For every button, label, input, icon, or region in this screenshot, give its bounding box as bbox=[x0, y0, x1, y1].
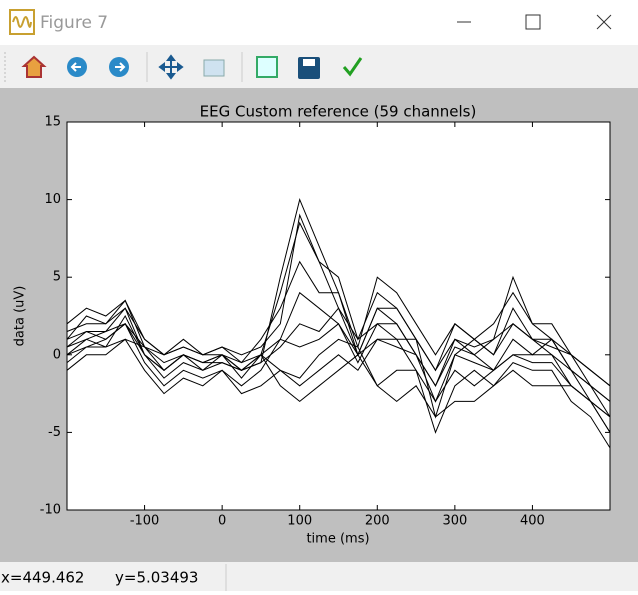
status-bar bbox=[0, 562, 638, 591]
y-tick-label: 0 bbox=[53, 347, 61, 362]
x-tick-label: 100 bbox=[287, 514, 312, 529]
back-arrow bbox=[70, 62, 81, 72]
channel-line bbox=[66, 275, 611, 387]
title-bar bbox=[0, 0, 638, 45]
zoom-button[interactable] bbox=[203, 59, 225, 77]
y-tick-label: 10 bbox=[44, 192, 61, 207]
edit-button[interactable] bbox=[342, 57, 363, 77]
x-tick-label: 300 bbox=[442, 514, 467, 529]
y-tick-label: 5 bbox=[53, 270, 61, 285]
x-tick-label: 200 bbox=[365, 514, 390, 529]
subplots-button[interactable] bbox=[256, 56, 278, 78]
channel-line bbox=[66, 213, 611, 402]
channel-line bbox=[66, 338, 611, 433]
window-title: Figure 7 bbox=[40, 13, 108, 33]
x-tick-label: -100 bbox=[130, 514, 160, 529]
close-button[interactable] bbox=[596, 14, 612, 30]
x-tick-label: 0 bbox=[218, 514, 226, 529]
axes-frame bbox=[66, 121, 611, 511]
y-tick-label: -10 bbox=[40, 503, 61, 518]
pan-button[interactable] bbox=[158, 54, 184, 80]
status-y: y=5.03493 bbox=[115, 569, 198, 587]
channel-line bbox=[66, 338, 611, 449]
home-button[interactable] bbox=[21, 55, 47, 78]
plot-area bbox=[67, 122, 610, 510]
x-tick-label: 400 bbox=[520, 514, 545, 529]
save-label bbox=[303, 59, 315, 66]
y-axis-label: data (uV) bbox=[13, 286, 28, 347]
app-icon-wave bbox=[12, 16, 32, 28]
y-tick-label: -5 bbox=[48, 425, 61, 440]
x-axis-label: time (ms) bbox=[306, 532, 369, 547]
channel-line bbox=[66, 323, 611, 418]
forward-arrow bbox=[115, 62, 126, 72]
y-tick-label: 15 bbox=[44, 115, 61, 130]
chart-title: EEG Custom reference (59 channels) bbox=[200, 103, 477, 121]
status-x: x=449.462 bbox=[1, 569, 84, 587]
maximize-button[interactable] bbox=[525, 14, 541, 30]
plot bbox=[66, 198, 611, 449]
